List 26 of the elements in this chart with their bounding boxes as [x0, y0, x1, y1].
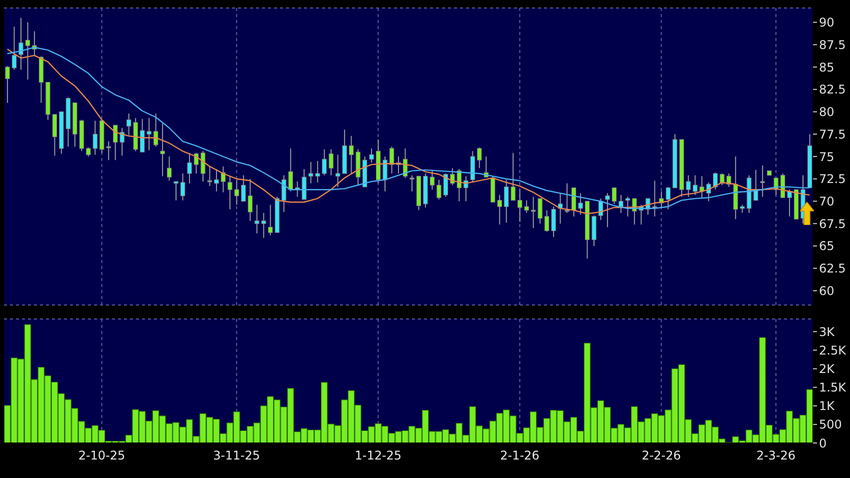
y-tick-label: 62.5: [819, 262, 846, 276]
y-tick-label: 2.5K: [819, 343, 848, 358]
y-tick-label: 85: [819, 60, 834, 74]
y-tick-label: 1K: [819, 399, 836, 414]
y-tick-label: 65: [819, 239, 834, 254]
x-tick-label: 1-12-25: [354, 448, 402, 463]
y-tick-label: 72.5: [819, 172, 846, 186]
x-tick-label: 2-10-25: [78, 448, 126, 463]
x-tick-label: 2-2-26: [642, 448, 681, 463]
y-tick-label: 90: [819, 16, 834, 30]
x-tick-label: 3-11-25: [213, 448, 260, 463]
y-tick-label: 67.5: [819, 216, 846, 231]
y-tick-label: 1.5K: [819, 380, 848, 395]
y-tick-label: 77.5: [819, 127, 846, 142]
y-tick-label: 2K: [819, 362, 836, 376]
y-tick-label: 500: [819, 418, 842, 432]
y-tick-label: 0: [819, 436, 827, 450]
y-tick-label: 82.5: [819, 82, 846, 97]
y-tick-label: 80: [819, 105, 834, 120]
y-tick-label: 87.5: [819, 38, 846, 52]
y-tick-label: 60: [819, 284, 834, 298]
y-tick-label: 3K: [819, 324, 836, 339]
x-tick-label: 2-3-26: [756, 448, 796, 463]
y-tick-label: 70: [819, 194, 834, 208]
y-tick-label: 75: [819, 150, 834, 164]
x-tick-label: 2-1-26: [500, 448, 540, 463]
